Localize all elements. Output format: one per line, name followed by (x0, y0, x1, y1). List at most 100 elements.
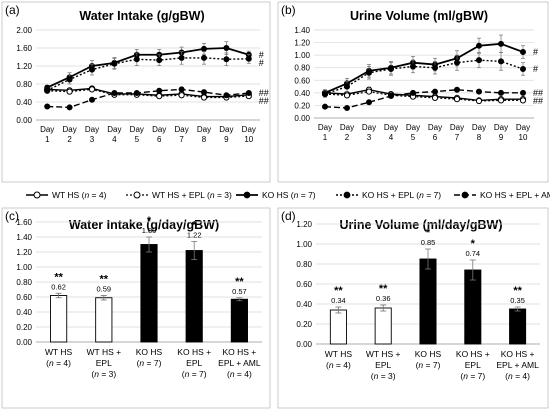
panel-b-series-ko-epl-point (453, 59, 460, 66)
panel-a-series-wt-epl-point (156, 93, 163, 100)
panel-d-title: Urine Volume (ml/day/gBW) (340, 218, 503, 232)
panel-b-xtick-label: Day (384, 123, 398, 132)
panel-a-xtick-label: Day (130, 125, 144, 134)
panel-a-xtick-label: Day (219, 125, 233, 134)
panel-c-ytick-label: 1.40 (16, 233, 32, 242)
panel-a-series-ko-hs-point (223, 45, 230, 52)
panel-c-title: Water Intake (g/day/gBW) (69, 218, 219, 232)
panel-b-group: (b) Urine Volume (ml/gBW) 0.00 0.20 0.40 0.60… (277, 1, 549, 183)
panel-a-series-wt-epl-point (66, 88, 73, 95)
panel-a-frame (1, 1, 271, 183)
panel-b-xtick-label: 5 (411, 133, 416, 142)
panel-a-xtick-label: Day (242, 125, 256, 134)
panel-a-annotation: ## (259, 88, 269, 98)
panel-a-xtick-label: 6 (157, 135, 162, 144)
panel-b-xtick-label: Day (472, 123, 486, 132)
panel-b-annotation: # (533, 47, 538, 57)
panel-d-bar (464, 269, 482, 345)
panel-c-xtick-label: WT HS (45, 347, 73, 357)
panel-b-series-ko-aml-point (365, 99, 372, 106)
panel-b-series-ko-epl-point (475, 57, 482, 64)
panel-c-group: (c) Water Intake (g/day/gBW) 0.00 0.20 0.40 0… (1, 207, 271, 409)
panel-a-series-wt-epl-point (200, 94, 208, 101)
panel-b-xtick-label: Day (428, 123, 442, 132)
panel-b-series-ko-hs-point (520, 49, 527, 56)
panel-a-series-ko-aml-point (44, 103, 51, 110)
panel-c-ytick-label: 1.20 (16, 248, 32, 257)
panel-b-title: Urine Volume (ml/gBW) (350, 9, 488, 23)
panel-c-letter: (c) (5, 209, 19, 223)
panel-b-series-wt-epl-point (519, 97, 527, 104)
panel-d-xtick-n-label: (n = 4) (505, 371, 530, 381)
panel-b-xtick-label: Day (340, 123, 354, 132)
panel-c-xtick-label: EPL (96, 358, 112, 368)
panel-d-significance-mark: ** (513, 285, 522, 297)
panel-a-series-ko-aml-point (133, 90, 140, 97)
panel-c-ytick-label: 1.60 (16, 218, 32, 227)
panel-a-annotation: # (259, 50, 264, 60)
panel-b-series-wt-epl-line (324, 90, 523, 102)
panel-b-series-ko-epl-point (343, 83, 350, 90)
panel-d-letter: (d) (281, 209, 296, 223)
panel-b-series-ko-aml-point (497, 89, 504, 96)
panel-a-series-ko-epl-point (178, 54, 185, 61)
panel-d-xtick-n-label: (n = 7) (416, 360, 441, 370)
panel-c-bar (140, 244, 158, 343)
panel-d-xtick-label: EPL (375, 360, 391, 370)
panel-c-significance-mark: * (192, 220, 197, 232)
panel-c-frame (1, 207, 271, 409)
panel-b-series-ko-hs-line (324, 42, 524, 94)
panel-d-data-label: 0.74 (465, 249, 480, 258)
panel-d-xtick-n-label: (n = 4) (326, 360, 351, 370)
panel-b-ytick-label: 0.60 (294, 76, 310, 85)
panel-a-xtick-label: 1 (45, 135, 50, 144)
panel-d-xtick-label: EPL (465, 360, 481, 370)
panel-b-series-wt-epl-point (453, 96, 461, 103)
panel-b-xtick-label: Day (406, 123, 420, 132)
panel-a-series-ko-aml-point (111, 90, 118, 97)
panel-b-xtick-label: 4 (389, 133, 394, 142)
panel-c-xtick-n-label: (n = 7) (182, 369, 207, 379)
panel-a-xtick-label: 7 (179, 135, 184, 144)
panel-d-group: (d) Urine Volume (ml/day/gBW) 0.00 0.20 0.40… (277, 207, 549, 409)
panel-c-xtick-n-label: (n = 7) (137, 358, 162, 368)
panel-b-series-wt-epl-point (343, 92, 351, 99)
panel-b-series-ko-aml-point (387, 93, 394, 100)
panel-b-series-ko-aml-point (409, 89, 416, 96)
panel-c-ytick-label: 0.40 (16, 308, 32, 317)
panel-c-xtick-label: EPL (186, 358, 202, 368)
panel-c-xtick-n-label: (n = 4) (46, 358, 71, 368)
panel-b-series-ko-epl (321, 52, 527, 98)
panel-c-bar (230, 298, 248, 343)
panel-b-annotation: ## (533, 96, 543, 106)
panel-c-xtick-n-label: (n = 3) (91, 369, 116, 379)
panel-a-xtick-label: 2 (67, 135, 72, 144)
panel-a-series-ko-epl-point (133, 56, 140, 63)
panel-d-significance-mark: * (471, 238, 476, 250)
panel-a-series-ko-epl-point (111, 60, 118, 67)
panel-c-ytick-label: 0.20 (16, 323, 32, 332)
panel-b-ytick-label: 0.40 (294, 89, 310, 98)
panel-c-significance-mark: ** (235, 276, 244, 288)
panel-a-xtick-label: 3 (90, 135, 95, 144)
panel-a-xtick-label: Day (152, 125, 166, 134)
panel-d-ytick-label: 0.80 (296, 260, 312, 269)
panel-b-annotation: # (533, 64, 538, 74)
panel-a-group: (a) Water Intake (g/gBW) 0.00 0.40 0.80 1.20 1… (1, 1, 271, 183)
panel-a-series-ko-aml-point (156, 87, 163, 94)
panel-b-series-ko-aml-point (520, 89, 527, 96)
panel-a-series-ko-aml-point (245, 90, 252, 97)
panel-b-xtick-label: 7 (455, 133, 460, 142)
panel-c-xtick-label: KO HS + (177, 347, 211, 357)
panel-a-series-ko-aml-point (178, 86, 185, 93)
legend-label: KO HS + EPL + AML (n = 4) (480, 190, 550, 200)
panel-a-series-ko-hs-point (200, 45, 207, 52)
panel-d-significance-mark: * (426, 227, 431, 239)
panel-d-ytick-label: 0.40 (296, 300, 312, 309)
panel-a-xtick-label: Day (197, 125, 211, 134)
panel-c-ytick-label: 1.00 (16, 263, 32, 272)
panel-d-data-label: 0.36 (376, 294, 391, 303)
panel-a-series-ko-epl (44, 51, 252, 94)
panel-b-xtick-label: Day (494, 123, 508, 132)
